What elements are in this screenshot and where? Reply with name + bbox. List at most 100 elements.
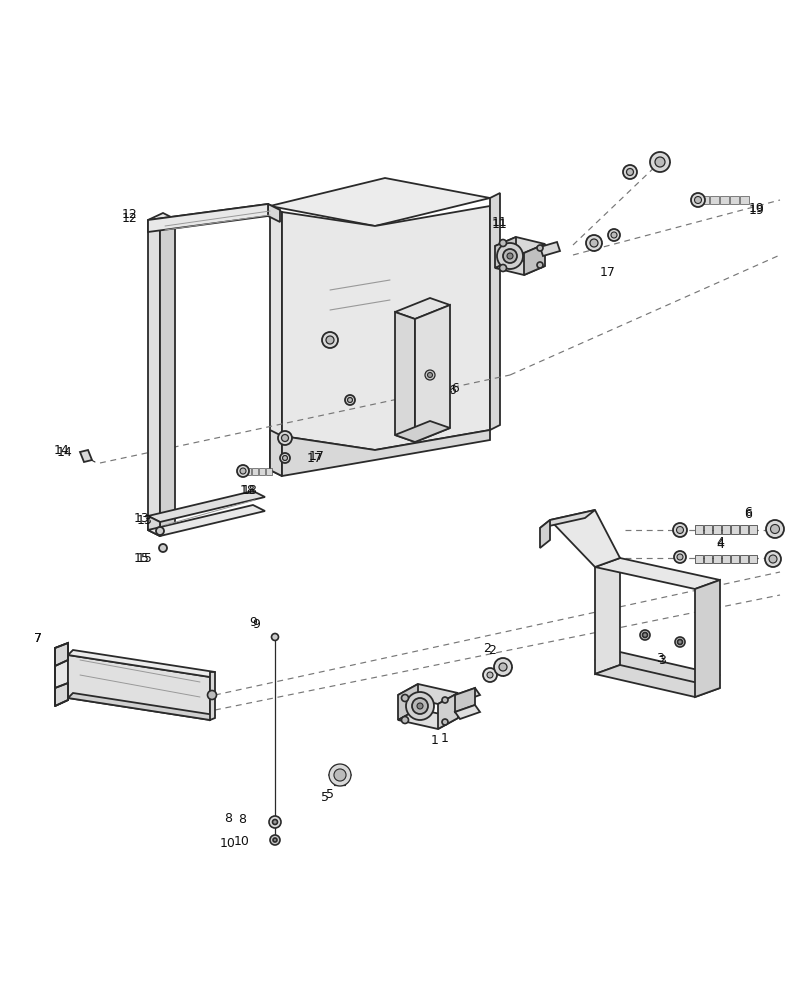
Text: 6: 6 — [743, 508, 751, 522]
Polygon shape — [437, 693, 457, 729]
Polygon shape — [709, 196, 718, 204]
Circle shape — [277, 431, 292, 445]
Circle shape — [281, 434, 288, 442]
Polygon shape — [266, 468, 272, 475]
Polygon shape — [68, 655, 210, 720]
Circle shape — [765, 520, 783, 538]
Polygon shape — [281, 206, 489, 450]
Circle shape — [506, 253, 513, 259]
Polygon shape — [80, 450, 92, 462]
Polygon shape — [454, 688, 474, 712]
Circle shape — [328, 764, 350, 786]
Text: 13: 13 — [134, 512, 150, 526]
Polygon shape — [549, 510, 620, 567]
Polygon shape — [397, 709, 457, 729]
Polygon shape — [394, 298, 449, 319]
Text: 19: 19 — [749, 204, 764, 217]
Polygon shape — [148, 213, 175, 226]
Circle shape — [676, 526, 683, 534]
Polygon shape — [148, 220, 160, 536]
Circle shape — [536, 262, 543, 268]
Polygon shape — [495, 237, 515, 268]
Text: 1: 1 — [440, 732, 448, 744]
Text: 17: 17 — [309, 450, 324, 462]
Circle shape — [347, 397, 352, 402]
Circle shape — [493, 658, 512, 676]
Polygon shape — [148, 516, 160, 536]
Text: 19: 19 — [749, 202, 764, 215]
Polygon shape — [739, 196, 748, 204]
Polygon shape — [748, 525, 756, 534]
Polygon shape — [495, 259, 544, 275]
Text: 17: 17 — [599, 265, 616, 278]
Polygon shape — [539, 242, 560, 256]
Polygon shape — [699, 196, 708, 204]
Circle shape — [208, 690, 217, 700]
Circle shape — [674, 637, 684, 647]
Circle shape — [483, 668, 496, 682]
Text: 16: 16 — [441, 383, 457, 396]
Circle shape — [333, 769, 345, 781]
Text: 5: 5 — [325, 788, 333, 801]
Text: 9: 9 — [251, 618, 260, 632]
Circle shape — [622, 165, 636, 179]
Text: 7: 7 — [34, 632, 42, 645]
Circle shape — [764, 551, 780, 567]
Text: 17: 17 — [307, 452, 323, 464]
Polygon shape — [270, 206, 281, 476]
Polygon shape — [719, 196, 728, 204]
Text: 2: 2 — [483, 643, 491, 656]
Polygon shape — [523, 244, 544, 275]
Polygon shape — [270, 430, 281, 476]
Text: 10: 10 — [234, 835, 250, 848]
Circle shape — [280, 453, 290, 463]
Circle shape — [441, 697, 448, 703]
Circle shape — [499, 264, 506, 271]
Circle shape — [325, 336, 333, 344]
Polygon shape — [594, 665, 719, 697]
Polygon shape — [251, 468, 258, 475]
Text: 14: 14 — [57, 446, 73, 458]
Polygon shape — [594, 652, 719, 683]
Circle shape — [272, 819, 277, 824]
Text: 18: 18 — [242, 484, 258, 496]
Circle shape — [676, 554, 682, 560]
Polygon shape — [729, 196, 738, 204]
Circle shape — [424, 370, 435, 380]
Text: 8: 8 — [224, 812, 232, 825]
Circle shape — [487, 672, 492, 678]
Circle shape — [156, 527, 164, 535]
Circle shape — [159, 544, 167, 552]
Text: 3: 3 — [657, 654, 665, 666]
Circle shape — [626, 169, 633, 176]
Polygon shape — [712, 555, 720, 563]
Circle shape — [536, 245, 543, 251]
Polygon shape — [148, 204, 280, 226]
Polygon shape — [68, 693, 215, 720]
Polygon shape — [55, 643, 68, 706]
Polygon shape — [721, 555, 729, 563]
Circle shape — [270, 835, 280, 845]
Polygon shape — [245, 468, 251, 475]
Text: 8: 8 — [238, 813, 246, 826]
Polygon shape — [397, 684, 418, 720]
Circle shape — [676, 640, 682, 645]
Text: 18: 18 — [240, 484, 255, 496]
Circle shape — [441, 719, 448, 725]
Circle shape — [642, 633, 646, 638]
Text: 12: 12 — [122, 209, 138, 222]
Circle shape — [237, 465, 249, 477]
Circle shape — [639, 630, 649, 640]
Circle shape — [502, 249, 517, 263]
Text: 12: 12 — [122, 212, 138, 225]
Text: 4: 4 — [715, 538, 723, 552]
Circle shape — [590, 239, 597, 247]
Polygon shape — [721, 525, 729, 534]
Circle shape — [768, 555, 776, 563]
Polygon shape — [594, 558, 719, 589]
Circle shape — [607, 229, 620, 241]
Circle shape — [406, 692, 433, 720]
Text: 11: 11 — [491, 216, 507, 229]
Circle shape — [411, 698, 427, 714]
Polygon shape — [259, 468, 264, 475]
